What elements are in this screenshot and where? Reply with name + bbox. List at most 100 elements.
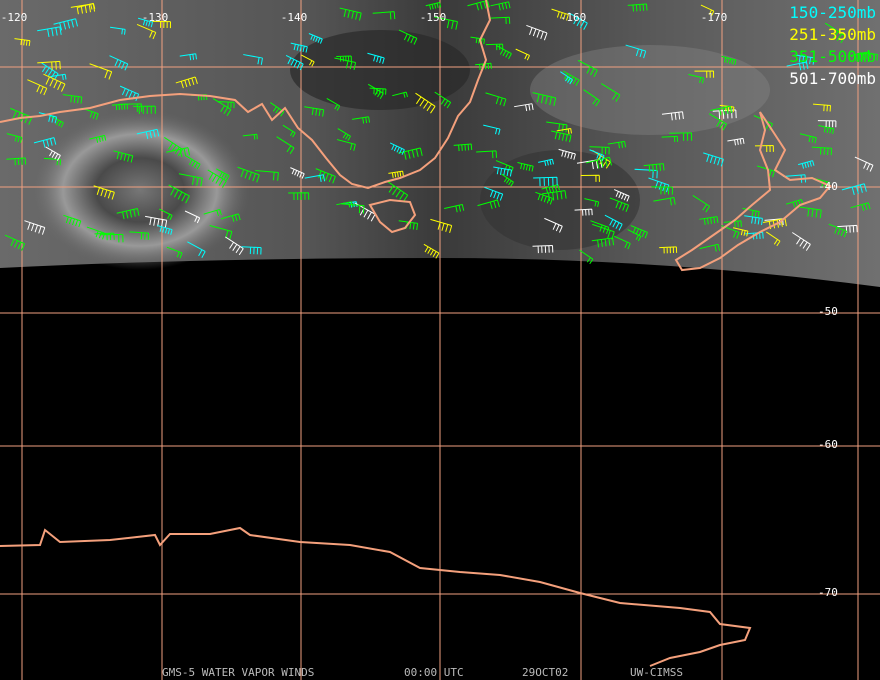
wind-barb (732, 227, 749, 237)
wind-barb (110, 26, 126, 35)
wind-barb (185, 155, 201, 170)
wind-barb (828, 223, 848, 238)
wind-barb (398, 29, 418, 45)
footer-title: GMS-5 WATER VAPOR WINDS (162, 666, 314, 679)
wind-barb (841, 183, 867, 196)
wind-barb (786, 61, 809, 71)
wind-barb (179, 53, 197, 61)
wind-barb (113, 150, 134, 163)
wind-barb (470, 36, 485, 45)
wind-barb (661, 135, 679, 143)
wind-barb (745, 231, 764, 240)
wind-barb (136, 24, 157, 40)
wind-barb (727, 137, 745, 146)
wind-barb (849, 51, 872, 62)
lat-label: -50 (818, 305, 838, 318)
australia-coast (0, 0, 492, 190)
wind-barb (614, 235, 631, 250)
wind-barb (372, 11, 396, 20)
wind-barb (517, 162, 534, 172)
wind-barb (792, 232, 811, 251)
wind-barb (41, 62, 59, 80)
wind-barb (434, 16, 458, 30)
wind-barb (33, 137, 57, 148)
wind-barb (354, 202, 376, 222)
wind-barb (558, 148, 576, 160)
wind-barb (627, 229, 642, 242)
wind-barb (203, 208, 222, 217)
wind-barb (397, 147, 423, 160)
longitude-labels: -120 -130 -140 -150 -160 -170 (1, 11, 728, 24)
wind-barb (651, 186, 673, 195)
wind-barb (255, 169, 279, 181)
wind-barb (661, 111, 684, 121)
wind-barb (742, 207, 760, 218)
wind-barb (138, 17, 154, 28)
legend-entry: 251-350mb (789, 25, 876, 44)
wind-barb (444, 203, 465, 213)
wind-barb (116, 208, 140, 220)
wind-barb (699, 243, 721, 252)
dry-slot (480, 150, 640, 250)
wind-barb (490, 1, 511, 11)
wind-barb (485, 92, 507, 107)
wind-barb (243, 54, 263, 65)
wind-barb (4, 234, 26, 251)
wind-barb (109, 55, 129, 71)
lon-label: -170 (701, 11, 728, 24)
wind-barb (744, 215, 763, 225)
wind-barb (476, 150, 497, 159)
wind-barb (453, 143, 473, 152)
wind-barb (14, 38, 31, 47)
wind-barb (315, 168, 336, 184)
wind-barb (133, 105, 156, 115)
wind-barb (45, 146, 61, 161)
legend: 150-250mb 251-350mb 351-500mb 501-700mb (789, 3, 876, 88)
wind-barb (700, 4, 715, 16)
wind-barb (532, 92, 557, 107)
wind-barb (159, 208, 173, 221)
wind-barb (584, 198, 600, 207)
wind-barb (583, 89, 600, 107)
wind-barb (708, 113, 728, 131)
wind-barb (798, 206, 822, 219)
dry-slot (290, 30, 470, 110)
wind-barb (282, 124, 296, 138)
wind-barb (164, 137, 183, 157)
wind-barb (501, 173, 514, 187)
coastlines (0, 0, 832, 667)
wind-barb (576, 158, 603, 170)
wind-barb (217, 101, 235, 109)
wind-barb (586, 156, 612, 169)
wind-barb (495, 44, 512, 60)
wind-barb (184, 210, 201, 224)
wind-barb (817, 120, 837, 128)
wind-barb (614, 189, 630, 202)
wind-barb (699, 216, 719, 225)
wind-barb (798, 160, 815, 169)
wind-barb (225, 236, 244, 256)
wind-barb (609, 197, 630, 212)
footer-date: 29OCT02 (522, 666, 568, 679)
wind-barb (541, 184, 560, 194)
wind-barb (276, 136, 295, 155)
wind-barb (824, 22, 846, 44)
wind-barb (136, 128, 160, 140)
wind-barb (62, 94, 83, 104)
wind-barb (688, 73, 705, 84)
wind-barb (568, 12, 588, 30)
wind-barb (477, 199, 500, 210)
wind-barb (6, 133, 23, 143)
wind-barb (288, 192, 310, 201)
wind-barb (515, 48, 530, 61)
wind-barb (70, 3, 96, 15)
wind-barb (166, 246, 183, 259)
wind-barb (241, 246, 262, 255)
wind-barb (811, 146, 833, 156)
wind-barb (785, 199, 804, 208)
wind-barb (591, 237, 615, 248)
footer: GMS-5 WATER VAPOR WINDS 00:00 UTC 29OCT0… (162, 666, 683, 679)
wind-barb (574, 208, 593, 216)
wind-barb (495, 160, 514, 174)
wind-barb (304, 174, 326, 182)
